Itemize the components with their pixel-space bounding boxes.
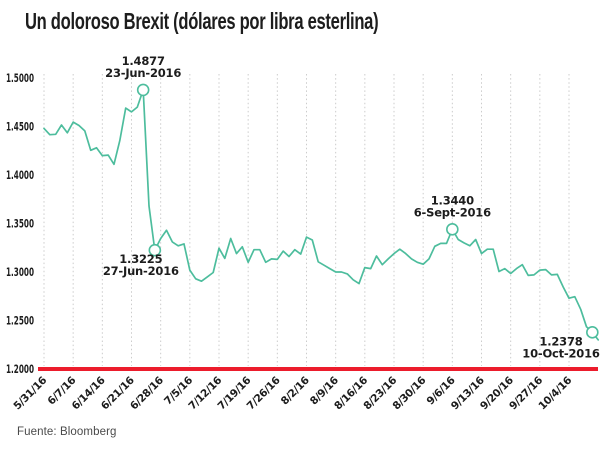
y-axis-tick-label: 1.2000 [6,362,34,376]
y-axis-tick-label: 1.4500 [6,120,34,134]
y-axis-tick-label: 1.5000 [6,71,34,85]
data-point-marker [446,223,459,236]
y-axis-tick-label: 1.3500 [6,217,34,231]
gbpusd-line-series [43,89,600,341]
chart-title: Un doloroso Brexit (dólares por libra es… [25,8,379,34]
annotation-date-label: 27-Jun-2016 [103,264,179,278]
data-point-marker [136,83,150,97]
y-axis-tick-label: 1.4000 [6,168,34,182]
source-credit: Fuente: Bloomberg [17,426,117,438]
y-axis-tick-label: 1.2500 [6,314,34,328]
y-axis-tick-label: 1.3000 [6,265,34,279]
x-axis-tick-label: 8/2/16 [279,375,312,408]
annotation-value-label: 1.3225 [119,252,162,266]
data-point-marker [148,243,162,257]
x-axis-tick-label: 5/31/16 [11,375,49,413]
annotation-value-label: 1.4877 [122,54,165,68]
annotation-date-label: 23-Jun-2016 [105,66,181,80]
annotation-value-label: 1.2378 [539,334,582,348]
data-point-marker [586,326,599,339]
annotation-date-label: 10-Oct-2016 [522,346,600,360]
annotation-date-label: 6-Sept-2016 [414,205,491,219]
annotation-value-label: 1.3440 [431,193,474,207]
